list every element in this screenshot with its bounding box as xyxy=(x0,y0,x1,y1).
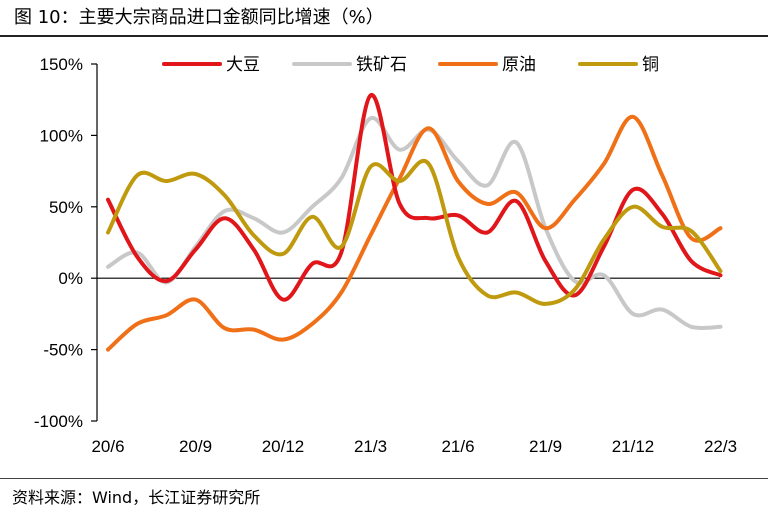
x-tick-label: 21/12 xyxy=(612,437,655,456)
x-tick-label: 20/6 xyxy=(91,437,124,456)
title-divider xyxy=(0,35,768,37)
chart-axes: 150% 100% 50% 0% -50% -100% 20/6 20/9 20/12 21/3 2… xyxy=(34,55,737,456)
y-tick-label: 100% xyxy=(40,126,83,145)
source-divider xyxy=(0,478,768,479)
x-tick-label: 22/3 xyxy=(704,437,737,456)
y-tick-label: -50% xyxy=(43,341,83,360)
legend-label-crude-oil: 原油 xyxy=(502,55,536,75)
x-tick-label: 21/3 xyxy=(354,437,387,456)
legend-label-copper: 铜 xyxy=(642,55,659,75)
chart-legend: 大豆 铁矿石 原油 铜 xyxy=(162,55,659,75)
y-tick-label: 150% xyxy=(40,55,83,74)
series-line-copper xyxy=(106,159,723,306)
y-tick-label: -100% xyxy=(34,412,83,431)
x-tick-label: 20/9 xyxy=(179,437,212,456)
x-tick-label: 21/6 xyxy=(441,437,474,456)
series-line-crude-oil xyxy=(106,114,723,352)
legend-label-soybean: 大豆 xyxy=(226,55,260,75)
y-tick-label: 0% xyxy=(58,269,83,288)
figure-title: 图 10：主要大宗商品进口金额同比增速（%） xyxy=(14,7,384,28)
legend-label-iron-ore: 铁矿石 xyxy=(356,55,407,75)
x-tick-label: 21/9 xyxy=(529,437,562,456)
y-tick-label: 50% xyxy=(49,198,83,217)
x-tick-label: 20/12 xyxy=(262,437,305,456)
source-note: 资料来源：Wind，长江证券研究所 xyxy=(12,488,261,507)
series-line-soybean xyxy=(106,93,723,302)
chart-series xyxy=(106,93,723,352)
